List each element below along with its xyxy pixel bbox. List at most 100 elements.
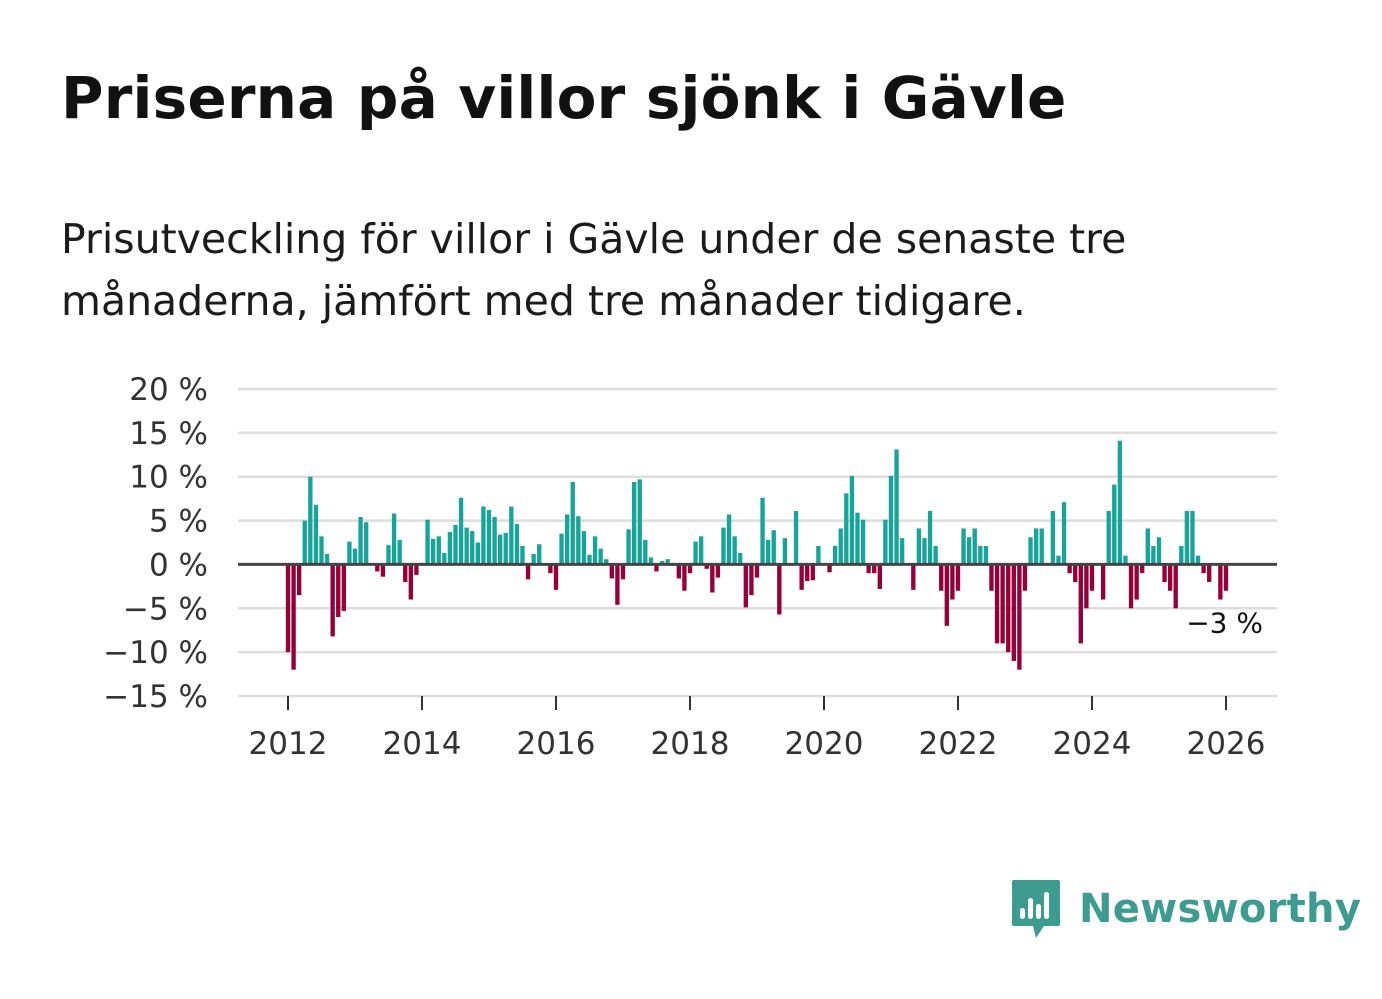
bar <box>391 513 397 565</box>
y-tick-label: −15 % <box>103 679 208 715</box>
bar <box>313 504 319 565</box>
bar <box>899 538 905 565</box>
bar <box>961 528 966 565</box>
bar <box>587 554 592 565</box>
bar <box>989 564 994 591</box>
brand-logo: Newsworthy <box>1011 878 1361 940</box>
bar <box>955 564 961 591</box>
bar <box>620 564 626 580</box>
bar <box>520 546 525 565</box>
bar <box>765 539 771 565</box>
x-tick-label: 2012 <box>249 726 328 762</box>
x-tick-label: 2018 <box>651 726 730 762</box>
bar <box>643 539 648 565</box>
bar <box>425 519 430 565</box>
bar <box>1028 537 1033 565</box>
bar <box>358 517 363 565</box>
bar <box>654 564 659 572</box>
bar <box>1100 564 1106 600</box>
bar <box>682 564 687 591</box>
bar <box>665 559 670 565</box>
x-tick-label: 2024 <box>1053 726 1132 762</box>
bar <box>1000 564 1005 644</box>
bar <box>497 534 503 565</box>
y-tick-label: 15 % <box>129 416 208 452</box>
x-tick-label: 2022 <box>919 726 998 762</box>
bar <box>726 514 732 565</box>
bar <box>285 564 291 653</box>
bar <box>363 522 369 565</box>
bar <box>838 528 843 565</box>
bar <box>503 532 508 565</box>
bar <box>832 546 838 565</box>
bar <box>324 553 330 565</box>
bar <box>1173 564 1178 609</box>
bar <box>777 564 782 615</box>
x-tick-label: 2014 <box>383 726 462 762</box>
bar <box>615 564 620 605</box>
bar <box>648 557 654 565</box>
bar <box>760 497 765 565</box>
bar <box>710 564 715 593</box>
bar <box>1151 546 1156 565</box>
bar <box>553 564 559 590</box>
bar <box>403 564 408 582</box>
bar <box>453 524 458 565</box>
bar <box>1006 564 1011 653</box>
bar <box>1179 546 1184 565</box>
bar <box>592 536 598 565</box>
bar <box>939 564 944 591</box>
bar <box>894 449 899 565</box>
bar <box>1056 555 1061 565</box>
bar <box>732 536 737 565</box>
newsworthy-chart-icon <box>1012 880 1060 938</box>
bar <box>1190 510 1195 565</box>
bar <box>782 538 788 565</box>
bar <box>581 531 587 565</box>
bar <box>481 506 486 565</box>
bar <box>1134 564 1139 600</box>
bar <box>810 564 815 581</box>
bar <box>1156 537 1162 565</box>
bar <box>637 479 642 565</box>
bar <box>793 510 799 565</box>
bars <box>285 440 1229 670</box>
bar <box>1061 502 1067 565</box>
bar <box>844 493 849 565</box>
bar <box>704 564 709 569</box>
bar <box>860 519 866 565</box>
bar <box>570 481 575 565</box>
x-tick-label: 2026 <box>1187 726 1266 762</box>
bar <box>408 564 413 600</box>
bar <box>308 476 313 565</box>
bar <box>855 512 860 565</box>
bar <box>414 564 419 575</box>
last-value-label: −3 % <box>1186 607 1263 640</box>
bar <box>564 514 570 565</box>
bar <box>1201 564 1206 574</box>
bar <box>1022 564 1028 591</box>
bar <box>375 564 380 572</box>
bar <box>1089 564 1095 591</box>
bar <box>950 564 955 600</box>
bar <box>927 510 933 565</box>
bar <box>430 538 436 565</box>
bar <box>1117 440 1123 565</box>
bar <box>916 528 922 565</box>
bar <box>1140 564 1145 574</box>
bar <box>1207 564 1212 582</box>
y-tick-label: −10 % <box>103 635 208 671</box>
bar <box>972 528 977 565</box>
bar <box>994 564 1000 644</box>
bar <box>827 564 832 573</box>
bar <box>849 475 855 565</box>
bar <box>866 564 871 574</box>
grid-lines <box>238 387 1277 698</box>
bar <box>436 536 441 565</box>
bar <box>1084 564 1089 609</box>
bar <box>1223 564 1229 591</box>
bar <box>631 481 637 565</box>
bar <box>458 497 464 565</box>
bar <box>341 564 346 611</box>
bar <box>576 516 581 565</box>
